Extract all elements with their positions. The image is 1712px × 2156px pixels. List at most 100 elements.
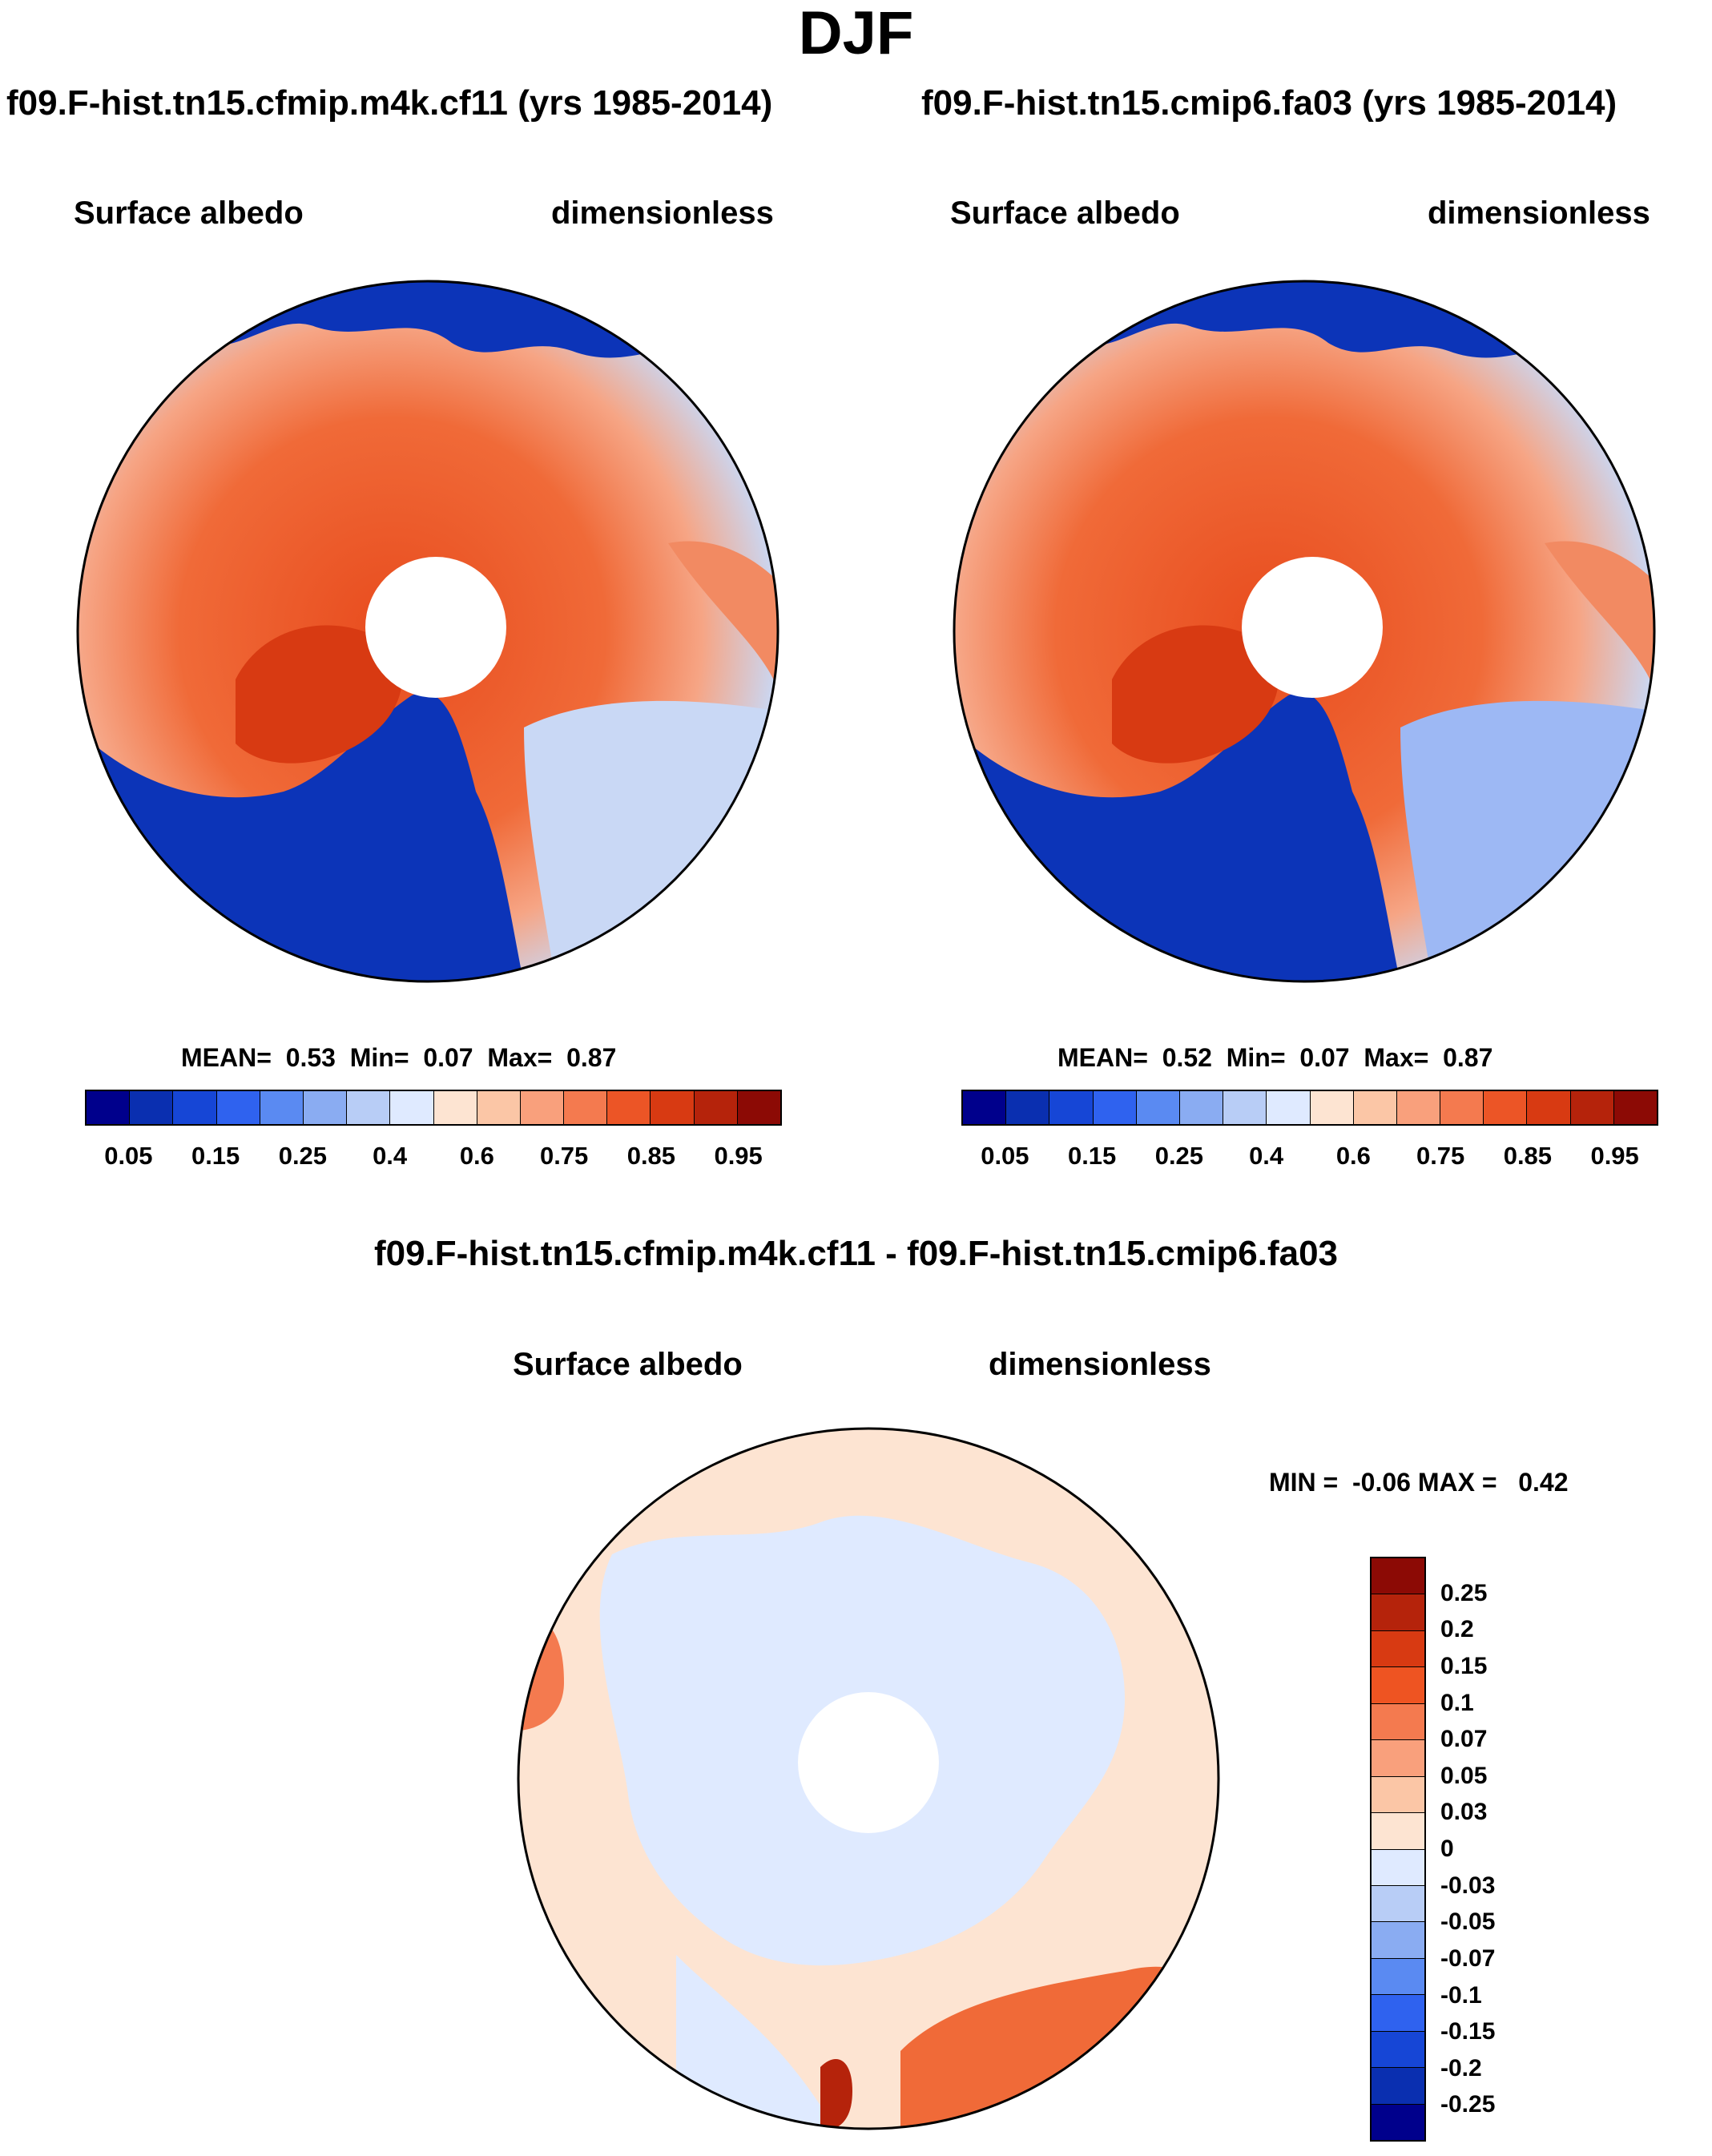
panel2-colorbar-swatch [963,1091,1007,1124]
panel3-colorbar-tick-label: -0.15 [1440,2018,1496,2045]
panel3-uk-positive [820,2059,852,2129]
panel1-colorbar-swatch [477,1091,521,1124]
panel2-colorbar-swatch [1396,1091,1441,1124]
panel3-colorbar-swatch [1372,1667,1424,1704]
panel3-colorbar-swatch [1372,1740,1424,1777]
panel2-colorbar-tick-label: 0.75 [1416,1142,1465,1170]
panel2-eurasia-orange [1545,541,1654,695]
panel2-europe-blue [1400,700,1654,981]
panel3-colorbar-tick-label: 0.1 [1440,1689,1474,1716]
panel3-map [517,1427,1220,2130]
panel3-colorbar-swatch [1372,1922,1424,1959]
panel2-colorbar-tick-label: 0.05 [981,1142,1029,1170]
panel2-colorbar-swatch [1093,1091,1137,1124]
panel1-variable-label: Surface albedo [74,195,304,231]
panel3-colorbar-tick-label: -0.05 [1440,1908,1496,1936]
panel3-colorbar-swatch [1372,1958,1424,1996]
panel3-colorbar-swatch [1372,1885,1424,1923]
panel3-colorbar-tick-label: 0.2 [1440,1616,1474,1643]
panel1-colorbar-tick-label: 0.15 [191,1142,240,1170]
panel3-colorbar-swatch [1372,1776,1424,1814]
panel3-units-label: dimensionless [989,1347,1211,1382]
panel3-atlantic-negative [676,1955,836,2129]
panel1-colorbar-tick-label: 0.25 [278,1142,328,1170]
panel1-colorbar-swatch [216,1091,260,1124]
panel1-colorbar-swatch [390,1091,434,1124]
panel2-stats: MEAN= 0.52 Min= 0.07 Max= 0.87 [1057,1043,1493,1072]
panel3-colorbar-swatch [1372,1813,1424,1850]
panel2-colorbar-swatch [1267,1091,1311,1124]
panel3-colorbar-tick-label: -0.07 [1440,1944,1496,1972]
figure-title: DJF [798,0,914,67]
panel3-colorbar-tick-label: -0.2 [1440,2054,1482,2081]
panel3-stats: MIN = -0.06 MAX = 0.42 [1269,1468,1569,1497]
panel2-colorbar-swatch [1179,1091,1224,1124]
panel1-colorbar-tick-label: 0.6 [459,1142,494,1170]
panel2-colorbar-swatch [1310,1091,1354,1124]
panel2-colorbar-swatch [1570,1091,1614,1124]
panel2-colorbar-tick-label: 0.85 [1503,1142,1553,1170]
panel3-pole-hole [798,1692,939,1833]
panel1-colorbar-swatch [303,1091,348,1124]
panel2-units-label: dimensionless [1428,195,1650,231]
panel2-colorbar-swatch [1223,1091,1267,1124]
panel1-greenland [236,625,402,764]
panel1-map [76,280,779,983]
panel1-eurasia-orange [668,541,778,695]
panel2-colorbar-tick-label: 0.15 [1067,1142,1117,1170]
panel1-colorbar-tick-label: 0.75 [539,1142,589,1170]
panel3-colorbar-swatch [1372,1630,1424,1668]
panel1-colorbar-swatch [260,1091,304,1124]
panel2-colorbar-tick-label: 0.25 [1154,1142,1204,1170]
panel1-colorbar-swatch [173,1091,217,1124]
panel2-variable-label: Surface albedo [950,195,1180,231]
panel3-colorbar-tick-label: -0.1 [1440,1981,1482,2009]
panel1-colorbar-tick-label: 0.4 [373,1142,408,1170]
panel3-colorbar-tick-label: -0.03 [1440,1872,1496,1899]
panel3-colorbar-swatch [1372,1995,1424,2032]
panel2-greenland [1112,625,1279,764]
panel3-colorbar-tick-label: 0.25 [1440,1579,1488,1606]
panel2-title: f09.F-hist.tn15.cmip6.fa03 (yrs 1985-201… [921,83,1617,123]
panel1-colorbar-swatch [607,1091,651,1124]
panel1-colorbar-swatch [737,1091,780,1124]
panel3-colorbar-swatch [1372,2068,1424,2105]
panel3-colorbar-swatch [1372,1594,1424,1631]
panel3-colorbar-tick-label: 0 [1440,1836,1454,1862]
panel2-colorbar-swatch [1353,1091,1397,1124]
panel1-europe-pale [524,700,778,981]
panel3-colorbar [1370,1557,1426,2142]
panel2-colorbar-swatch [1527,1091,1571,1124]
panel1-colorbar-swatch [564,1091,608,1124]
panel2-pole-hole [1242,557,1383,698]
panel1-units-label: dimensionless [551,195,774,231]
panel1-pole-hole [365,557,506,698]
panel1-colorbar-swatch [347,1091,391,1124]
panel1-colorbar-swatch [520,1091,565,1124]
panel3-colorbar-tick-label: 0.03 [1440,1799,1488,1826]
panel3-variable-label: Surface albedo [513,1347,743,1382]
panel1-colorbar-swatch [651,1091,695,1124]
panel3-colorbar-swatch [1372,1558,1424,1595]
panel2-colorbar-tick-label: 0.4 [1249,1142,1284,1170]
panel2-colorbar-swatch [1136,1091,1180,1124]
panel1-stats: MEAN= 0.53 Min= 0.07 Max= 0.87 [181,1043,617,1072]
panel2-map [953,280,1656,983]
panel2-colorbar-swatch [1049,1091,1094,1124]
panel3-title: f09.F-hist.tn15.cfmip.m4k.cf11 - f09.F-h… [373,1234,1339,1273]
panel2-colorbar-swatch [1484,1091,1528,1124]
panel1-colorbar-tick-label: 0.05 [104,1142,153,1170]
panel3-colorbar-swatch [1372,1849,1424,1886]
panel1-colorbar [85,1090,782,1126]
panel3-colorbar-swatch [1372,2104,1424,2140]
panel3-colorbar-swatch [1372,2031,1424,2069]
panel2-colorbar [961,1090,1658,1126]
panel2-colorbar-swatch [1006,1091,1050,1124]
panel2-colorbar-tick-label: 0.95 [1590,1142,1639,1170]
panel1-title: f09.F-hist.tn15.cfmip.m4k.cf11 (yrs 1985… [6,83,773,123]
panel3-colorbar-tick-label: -0.25 [1440,2091,1496,2118]
panel3-colorbar-swatch [1372,1703,1424,1741]
panel1-colorbar-swatch [130,1091,174,1124]
panel2-colorbar-tick-label: 0.6 [1335,1142,1371,1170]
panel2-colorbar-swatch [1613,1091,1657,1124]
